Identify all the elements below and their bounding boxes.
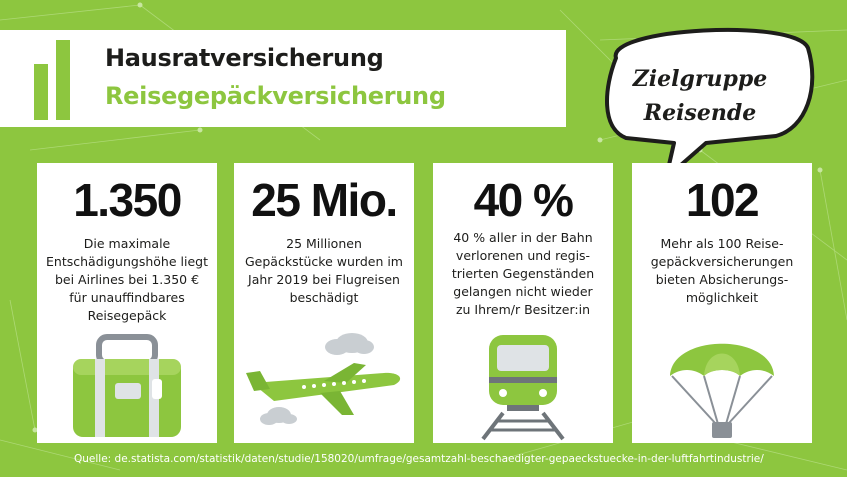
description-line: 40 % aller in der Bahn (453, 230, 593, 245)
description-line: verlorenen und regis- (455, 248, 591, 263)
stat-description: Die maximale Entschädigungshöhe liegt be… (43, 235, 211, 325)
airplane-icon (246, 333, 401, 425)
stat-description: 40 % aller in der Bahn verlorenen und re… (439, 229, 607, 319)
source-citation: Quelle: de.statista.com/statistik/daten/… (74, 453, 764, 465)
description-line: gepäckversicherungen (650, 254, 794, 269)
description-line: bieten Absicherungs- (655, 272, 789, 287)
stat-value: 1.350 (73, 174, 182, 226)
description-line: beschädigt (289, 290, 359, 305)
bubble-line-zielgruppe: Zielgruppe (632, 66, 768, 92)
stat-card-insurance-count: 102 Mehr als 100 Reise- gepäckversicheru… (632, 163, 812, 443)
stat-card-max-compensation: 1.350 Die maximale Entschädigungshöhe li… (37, 163, 217, 443)
description-line: Entschädigungshöhe liegt (46, 254, 208, 269)
description-line: Die maximale (83, 236, 171, 251)
bubble-line-reisende: Reisende (643, 100, 757, 126)
bar-logo-icon (34, 40, 70, 120)
train-icon (481, 335, 565, 441)
description-line: Gepäckstücke wurden im (245, 254, 403, 269)
stat-value: 40 % (473, 174, 574, 226)
stat-card-damaged-luggage: 25 Mio. 25 Millionen Gepäckstücke wurden… (234, 163, 414, 443)
description-line: 25 Millionen (286, 236, 362, 251)
description-line: trierten Gegenständen (451, 266, 595, 281)
description-line: gelangen nicht wieder (453, 284, 593, 299)
description-line: Jahr 2019 bei Flugreisen (248, 272, 400, 287)
description-line: Mehr als 100 Reise- (660, 236, 784, 251)
suitcase-icon (73, 334, 181, 437)
description-line: zu Ihrem/r Besitzer:in (455, 302, 591, 317)
title-hausratversicherung: Hausratversicherung (105, 44, 384, 72)
stat-value: 25 Mio. (251, 174, 398, 226)
title-reisegepaeckversicherung: Reisegepäckversicherung (105, 82, 446, 110)
stat-value: 102 (685, 174, 760, 226)
header-banner: Hausratversicherung Reisegepäckversicher… (0, 30, 566, 127)
description-line: bei Airlines bei 1.350 € (54, 272, 200, 287)
description-line: Reisegepäck (87, 308, 167, 323)
description-line: für unauffindbares (69, 290, 185, 305)
parachute-icon (670, 343, 774, 438)
speech-bubble-text: Zielgruppe Reisende (612, 62, 788, 130)
stat-description: 25 Millionen Gepäckstücke wurden im Jahr… (240, 235, 408, 307)
stat-card-train-items: 40 % 40 % aller in der Bahn verlorenen u… (433, 163, 613, 443)
description-line: möglichkeit (685, 290, 759, 305)
stat-description: Mehr als 100 Reise- gepäckversicherungen… (638, 235, 806, 307)
speech-bubble (605, 27, 815, 180)
